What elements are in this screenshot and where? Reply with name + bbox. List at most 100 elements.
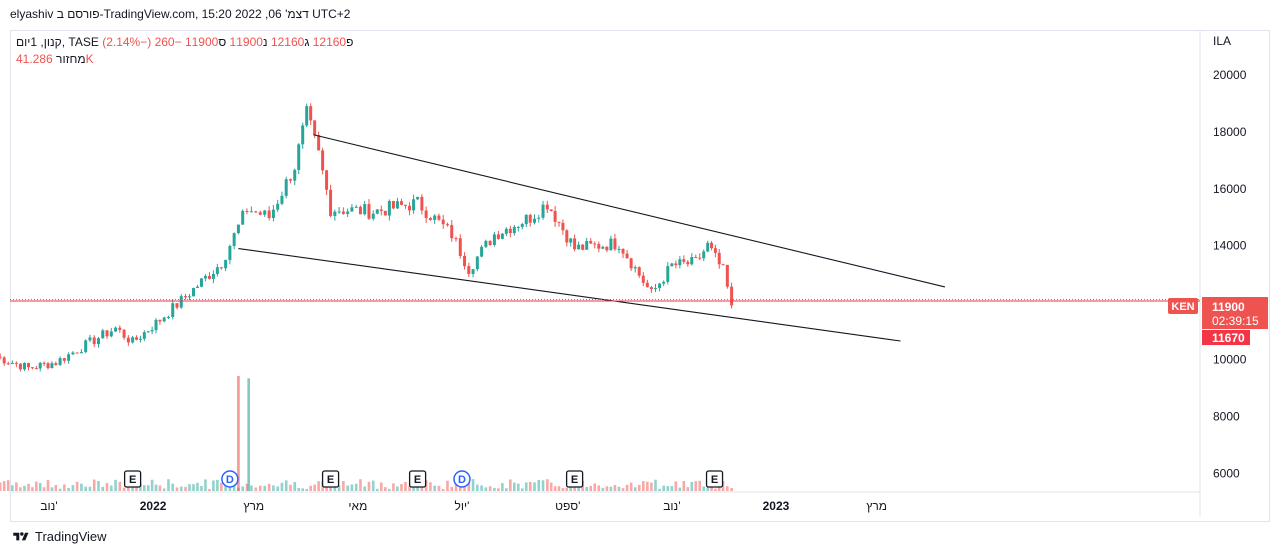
volume-bar <box>658 488 661 491</box>
candle-body <box>50 363 54 369</box>
candle-body <box>158 319 162 322</box>
candle-body <box>42 362 46 364</box>
candle-body <box>75 352 79 354</box>
candle-body <box>528 214 532 223</box>
earnings-marker-label: E <box>571 474 578 486</box>
candle-body <box>346 211 350 214</box>
tradingview-brand: TradingView <box>35 529 107 544</box>
volume-bar <box>605 486 609 491</box>
volume-bar <box>75 481 79 491</box>
candle-body <box>537 217 541 219</box>
volume-bar <box>488 486 492 491</box>
volume-bar <box>184 486 187 491</box>
candle-body <box>224 259 228 269</box>
candle-body <box>245 210 249 212</box>
candle-body <box>573 238 577 250</box>
candle-body <box>637 267 641 276</box>
candle-body <box>658 283 662 289</box>
volume-bar <box>471 479 475 491</box>
volume-bar <box>101 486 105 491</box>
candle-body <box>313 120 317 136</box>
candle-body <box>301 125 305 145</box>
candle-body <box>516 226 520 228</box>
dividend-marker[interactable] <box>221 470 239 488</box>
candle-body <box>38 362 42 369</box>
earnings-marker[interactable] <box>123 470 142 488</box>
candle-body <box>363 204 367 215</box>
last-price-badge <box>1202 297 1268 329</box>
candle-body <box>276 203 280 210</box>
earnings-marker[interactable] <box>408 470 427 488</box>
volume-bar <box>143 485 146 491</box>
volume-legend[interactable]: מחזור 41.286K <box>16 52 94 66</box>
close-label: ס <box>218 35 227 49</box>
volume-bar <box>27 483 30 491</box>
symbol-label[interactable]: קנון, 1יום, TASE <box>16 35 99 49</box>
candle-body <box>569 238 573 243</box>
time-axis-label: יול' <box>455 499 470 513</box>
volume-bar <box>585 486 589 491</box>
chart-frame <box>10 30 1270 522</box>
volume-bar <box>654 479 657 491</box>
candle-body <box>191 288 195 297</box>
volume-bar <box>509 479 512 491</box>
candle-body <box>195 286 199 289</box>
volume-bar <box>408 485 411 491</box>
volume-bar <box>135 485 138 491</box>
volume-bar <box>650 482 653 491</box>
candle-body <box>232 233 236 246</box>
dividend-marker[interactable] <box>453 470 471 488</box>
candle-body <box>605 246 609 251</box>
volume-bar <box>250 485 253 491</box>
ohlc-legend[interactable]: קנון, 1יום, TASE פ12160 ג12160 נ11900 ס1… <box>16 35 353 49</box>
trendline-lower[interactable] <box>238 248 901 342</box>
volume-bar <box>404 481 407 491</box>
volume-bar <box>46 480 50 491</box>
volume-bar <box>480 485 483 491</box>
candle-body <box>267 210 271 218</box>
candle-body <box>34 368 38 370</box>
volume-bar <box>305 488 308 491</box>
candle-body <box>14 362 18 364</box>
volume-bar <box>553 486 557 491</box>
candle-body <box>725 264 729 287</box>
candle-body <box>350 207 354 212</box>
candle-body <box>613 238 617 250</box>
candle-body <box>585 241 589 250</box>
candle-body <box>297 144 301 170</box>
trendline-upper[interactable] <box>313 134 946 288</box>
time-axis-label: מאי <box>348 499 367 513</box>
earnings-marker[interactable] <box>321 470 340 488</box>
candle-body <box>138 338 142 340</box>
volume-bar <box>450 486 454 491</box>
volume-bar <box>670 486 674 491</box>
candle-body <box>399 201 403 205</box>
candle-body <box>674 263 678 266</box>
volume-bar <box>309 485 312 491</box>
volume-bar <box>337 485 341 491</box>
volume-bar <box>380 482 383 491</box>
candle-body <box>371 213 375 219</box>
candle-body <box>317 135 321 151</box>
volume-bar <box>200 485 203 491</box>
candle-body <box>395 201 399 209</box>
volume-bar <box>50 487 54 491</box>
candle-body <box>597 244 601 249</box>
candle-body <box>480 246 484 257</box>
volume-bar <box>629 482 633 491</box>
time-axis-label: נוב' <box>663 499 680 513</box>
earnings-marker[interactable] <box>705 470 724 488</box>
candle-body <box>284 179 288 196</box>
volume-bar <box>446 480 449 491</box>
candle-body <box>105 330 109 337</box>
volume-bar <box>597 485 601 491</box>
candle-body <box>441 219 445 225</box>
tradingview-footer[interactable]: TradingView <box>12 529 107 544</box>
candle-body <box>236 224 240 234</box>
time-axis-label: מרץ <box>243 499 264 513</box>
earnings-marker[interactable] <box>565 470 584 488</box>
candle-body <box>581 244 585 250</box>
volume-bar <box>289 484 292 491</box>
price-axis-tick: 10000 <box>1213 353 1247 367</box>
